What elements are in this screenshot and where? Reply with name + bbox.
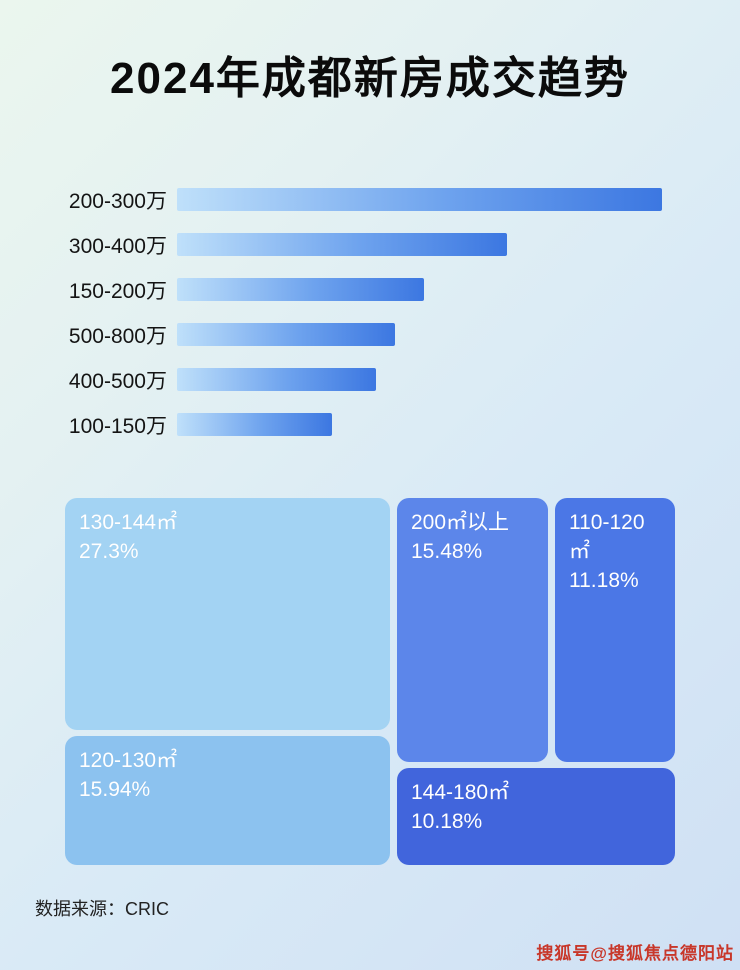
bar-track xyxy=(177,368,662,391)
bar-track xyxy=(177,233,662,256)
treemap-block-130-144: 130-144㎡ 27.3% xyxy=(65,498,390,730)
treemap-block-value: 15.48% xyxy=(411,540,483,563)
treemap-block-110-120: 110-120㎡ 11.18% xyxy=(555,498,675,762)
treemap-block-144-180: 144-180㎡ 10.18% xyxy=(397,768,675,865)
bar-track xyxy=(177,413,662,436)
bar xyxy=(177,278,425,301)
bar-category-label: 300-400万 xyxy=(68,234,167,258)
watermark: 搜狐号@搜狐焦点德阳站 xyxy=(536,944,734,963)
page-title: 2024年成都新房成交趋势 xyxy=(110,54,630,103)
treemap-block-value: 27.3% xyxy=(79,540,139,563)
treemap-block-label: 120-130㎡ xyxy=(79,749,178,772)
bar-category-label: 400-500万 xyxy=(68,369,167,393)
treemap-block-value: 11.18% xyxy=(569,569,639,592)
bar-track xyxy=(177,278,662,301)
treemap-block-200-plus: 200㎡以上 15.48% xyxy=(397,498,548,762)
treemap-block-label: 110-120㎡ xyxy=(569,511,645,563)
bar-row: 150-200万 xyxy=(55,267,665,312)
bar-category-label: 500-800万 xyxy=(68,324,167,348)
bar xyxy=(177,368,376,391)
treemap-block-120-130: 120-130㎡ 15.94% xyxy=(65,736,390,865)
data-source-note: 数据来源：CRIC xyxy=(35,899,169,919)
bar-row: 200-300万 xyxy=(55,177,665,222)
bar xyxy=(177,233,507,256)
bar xyxy=(177,323,396,346)
bar-category-label: 200-300万 xyxy=(68,189,167,213)
treemap-block-label: 144-180㎡ xyxy=(411,781,510,804)
bar-category-label: 150-200万 xyxy=(68,279,167,303)
bar xyxy=(177,413,333,436)
bar xyxy=(177,188,662,211)
treemap-block-label: 130-144㎡ xyxy=(79,511,178,534)
treemap-block-value: 15.94% xyxy=(79,778,151,801)
bar-row: 500-800万 xyxy=(55,312,665,357)
area-size-treemap: 130-144㎡ 27.3% 200㎡以上 15.48% 110-120㎡ 11… xyxy=(65,498,675,865)
treemap-block-value: 10.18% xyxy=(411,810,483,833)
bar-category-label: 100-150万 xyxy=(68,414,167,438)
bar-row: 300-400万 xyxy=(55,222,665,267)
treemap-block-label: 200㎡以上 xyxy=(411,511,510,534)
bar-row: 400-500万 xyxy=(55,357,665,402)
bar-row: 100-150万 xyxy=(55,402,665,447)
bar-track xyxy=(177,323,662,346)
price-range-bar-chart: 200-300万 300-400万 150-200万 500-800万 400- xyxy=(55,177,665,447)
bar-track xyxy=(177,188,662,211)
